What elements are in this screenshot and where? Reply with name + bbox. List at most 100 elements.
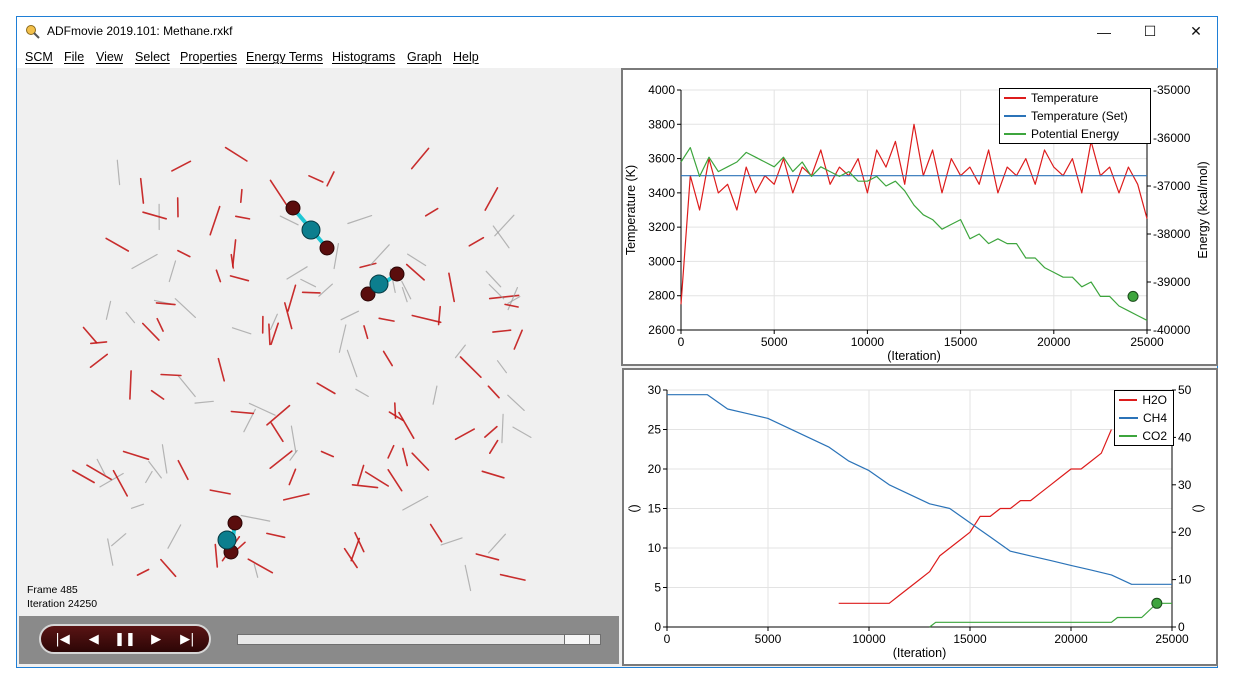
- legend-item-ch4: CH4: [1115, 409, 1173, 427]
- water-molecule-bond: [488, 283, 505, 300]
- water-molecule-bond: [174, 298, 196, 318]
- playback-bar: |◀ ◀ ❚❚ ▶ ▶|: [19, 616, 619, 664]
- water-molecule-bond: [398, 411, 415, 440]
- water-molecule-bond: [401, 287, 408, 303]
- last-frame-button[interactable]: ▶|: [180, 631, 195, 647]
- water-molecule-bond: [359, 262, 377, 269]
- water-molecule-bond: [214, 543, 219, 568]
- maximize-button[interactable]: ☐: [1127, 17, 1173, 46]
- legend-label: Potential Energy: [1031, 127, 1120, 141]
- y2-axis-label: Energy (kcal/mol): [1196, 161, 1210, 258]
- water-molecule-bond: [96, 458, 106, 476]
- water-molecule-bond: [86, 464, 113, 481]
- water-molecule-bond: [283, 302, 293, 330]
- frame-slider[interactable]: [237, 634, 601, 645]
- water-molecule-bond: [355, 388, 369, 397]
- water-molecule-bond: [232, 239, 237, 267]
- next-frame-button[interactable]: ▶: [151, 631, 162, 647]
- window-title: ADFmovie 2019.101: Methane.rxkf: [47, 24, 233, 38]
- series-line-h2o: [838, 429, 1112, 604]
- water-molecule-bond: [150, 389, 165, 400]
- chart-temperature-energy: 0 5000 10000 15000 20000 25000 2600 2800 3000 320…: [624, 83, 1210, 363]
- close-button[interactable]: ✕: [1173, 17, 1219, 46]
- first-frame-button[interactable]: |◀: [55, 631, 70, 647]
- current-frame-marker: [1127, 290, 1139, 302]
- water-molecule-bond: [424, 207, 439, 217]
- water-molecule-bond: [507, 394, 525, 411]
- water-molecule-bond: [266, 532, 286, 539]
- y2-tick-label: 30: [1178, 478, 1192, 492]
- legend-item-temperature-set: Temperature (Set): [1000, 107, 1150, 125]
- y-tick-label: 10: [648, 541, 662, 555]
- water-molecule-bond: [116, 159, 121, 186]
- molecule-viewer[interactable]: Frame 485 Iteration 24250: [19, 68, 619, 616]
- carbon-atom: [369, 274, 389, 294]
- y-tick-label: 0: [654, 620, 661, 634]
- legend-item-potential-energy: Potential Energy: [1000, 125, 1150, 143]
- menu-view[interactable]: View: [96, 50, 123, 64]
- water-molecule-bond: [235, 215, 251, 220]
- oxygen-atom: [285, 200, 301, 216]
- water-molecule-bond: [501, 413, 504, 444]
- menu-energy-terms[interactable]: Energy Terms: [246, 50, 323, 64]
- water-molecule-bond: [111, 533, 127, 547]
- water-molecule-bond: [407, 253, 427, 267]
- water-molecule-bond: [350, 537, 361, 562]
- y2-tick-label: 10: [1178, 573, 1192, 587]
- chart-molecule-counts: 0 5000 10000 15000 20000 25000051015202530010…: [627, 383, 1205, 660]
- molecule-scene[interactable]: [19, 68, 619, 616]
- water-molecule-bond: [492, 329, 512, 333]
- close-icon: ✕: [1190, 23, 1202, 39]
- legend-label: Temperature: [1031, 91, 1099, 105]
- water-molecule-bond: [454, 428, 476, 441]
- water-molecule-bond: [209, 489, 231, 495]
- y-tick-label: 3400: [648, 186, 675, 200]
- water-molecule-bond: [290, 425, 297, 453]
- menu-bar: SCM File View Select Properties Energy T…: [17, 46, 1217, 68]
- y-tick-label: 5: [654, 581, 661, 595]
- menu-select[interactable]: Select: [135, 50, 170, 64]
- water-molecule-bond: [369, 244, 390, 266]
- legend-label: CH4: [1142, 411, 1167, 425]
- water-molecule-bond: [411, 452, 430, 471]
- water-molecule-bond: [270, 322, 280, 346]
- minimize-button[interactable]: —: [1081, 17, 1127, 46]
- molecule-count-graph: 0 5000 10000 15000 20000 25000 0 5 10 15 20 25 30 0 10…: [622, 368, 1218, 666]
- x-tick-label: 25000: [1155, 632, 1189, 646]
- water-molecule-bond: [507, 296, 521, 304]
- water-molecule-bond: [125, 311, 136, 324]
- playback-controls: |◀ ◀ ❚❚ ▶ ▶|: [39, 624, 211, 654]
- menu-file[interactable]: File: [64, 50, 85, 64]
- water-molecule-bond: [217, 357, 225, 382]
- pause-button[interactable]: ❚❚: [114, 631, 136, 647]
- water-molecule-bond: [105, 237, 130, 252]
- water-molecule-bond: [82, 326, 98, 344]
- menu-histograms[interactable]: Histograms: [332, 50, 396, 64]
- y-tick-label: 20: [648, 462, 662, 476]
- water-molecule-bond: [459, 356, 482, 379]
- water-molecule-bond: [448, 272, 456, 303]
- water-molecule-bond: [130, 503, 145, 509]
- previous-frame-button[interactable]: ◀: [88, 631, 99, 647]
- water-molecule-bond: [378, 317, 395, 322]
- water-molecule-bond: [72, 469, 95, 484]
- water-molecule-bond: [240, 188, 243, 203]
- y-axis-label: (): [627, 504, 641, 512]
- water-molecule-bond: [468, 236, 485, 247]
- y-tick-label: 25: [648, 423, 662, 437]
- water-molecule-bond: [340, 310, 360, 321]
- x-tick-label: 5000: [761, 335, 788, 349]
- menu-help[interactable]: Help: [453, 50, 479, 64]
- x-tick-label: 20000: [1037, 335, 1071, 349]
- menu-graph[interactable]: Graph: [407, 50, 442, 64]
- y2-tick-label: -36000: [1153, 131, 1191, 145]
- water-molecule-bond: [338, 324, 347, 353]
- water-molecule-bond: [142, 322, 160, 341]
- water-molecule-bond: [269, 450, 293, 470]
- app-window: ADFmovie 2019.101: Methane.rxkf — ☐ ✕ SC…: [16, 16, 1218, 668]
- y2-tick-label: 50: [1178, 383, 1192, 397]
- menu-properties[interactable]: Properties: [180, 50, 237, 64]
- water-molecule-bond: [402, 447, 409, 467]
- menu-scm[interactable]: SCM: [25, 50, 53, 64]
- frame-slider-thumb[interactable]: [564, 634, 590, 645]
